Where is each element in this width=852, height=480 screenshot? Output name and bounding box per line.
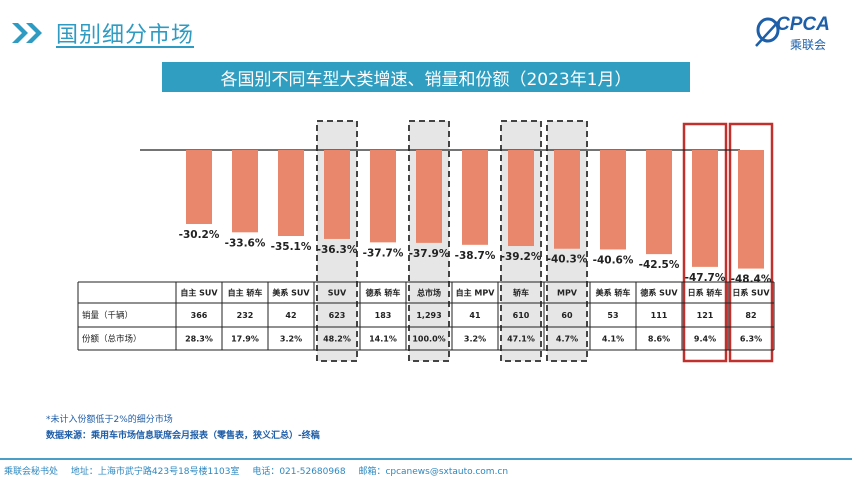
logo-text: CPCA [776,14,830,35]
sales-cell: 53 [607,311,618,320]
share-cell: 100.0% [412,335,445,344]
bar-chart: -30.2% -33.6% -35.1% -36.3% -37.7% -37.9% -38.… [77,120,775,363]
data-label: -40.3% [547,254,588,266]
bar [324,150,350,239]
tick-label: SUV [328,289,347,298]
data-label: -35.1% [271,241,312,253]
chevron-right-icon [12,23,42,43]
sales-cell: 1,293 [416,311,441,320]
share-cell: 14.1% [369,335,397,344]
footer-email: 邮箱：cpcanews@sxtauto.com.cn [358,467,509,477]
share-cell: 17.9% [231,335,259,344]
share-cell: 4.1% [602,335,624,344]
share-cell: 3.2% [280,335,302,344]
tick-label: 总市场 [417,288,441,298]
bar [370,150,396,243]
sales-cell: 42 [285,311,296,320]
bar [416,150,442,243]
tick-label: 美系 轿车 [596,288,631,298]
footer-phone: 电话：021-52680968 [252,467,346,477]
bar [554,150,580,249]
bar [692,150,718,267]
sales-cell: 623 [329,311,346,320]
share-cell: 4.7% [556,335,578,344]
bar [646,150,672,255]
bar [462,150,488,245]
footer: 乘联会秘书处 地址：上海市武宁路423号18号楼1103室 电话：021-526… [4,464,518,477]
footer-org: 乘联会秘书处 [4,467,59,477]
share-cell: 9.4% [694,335,716,344]
data-label: -48.4% [731,274,772,286]
tick-label: 自主 SUV [180,288,218,298]
data-label: -30.2% [179,229,220,241]
share-cell: 3.2% [464,335,486,344]
tick-label: 轿车 [513,288,529,298]
bar [508,150,534,247]
data-label: -37.9% [409,248,450,260]
bar [186,150,212,224]
data-label: -38.7% [455,250,496,262]
footer-divider [0,458,852,460]
cpca-logo: CPCA 乘联会 [754,14,842,54]
bar [232,150,258,233]
data-label: -42.5% [639,259,680,271]
data-label: -37.7% [363,247,404,259]
footnote-source: 数据来源：乘用车市场信息联席会月报表（零售表，狭义汇总）-终稿 [46,431,320,441]
tick-label: 日系 轿车 [688,288,723,298]
tick-label: MPV [557,289,578,298]
data-label: -40.6% [593,254,634,266]
share-cell: 28.3% [185,335,213,344]
page-title: 国别细分市场 [56,23,195,48]
data-label: -47.7% [685,272,726,284]
tick-label: 自主 MPV [456,288,496,298]
sales-cell: 82 [745,311,756,320]
data-label: -39.2% [501,251,542,263]
footnotes: *未计入份额低于2%的细分市场 数据来源：乘用车市场信息联席会月报表（零售表，狭… [46,412,320,444]
tick-label: 德系 轿车 [366,288,401,298]
bar [600,150,626,250]
sales-cell: 232 [237,311,254,320]
table-row-label: 份额（总市场） [82,334,142,345]
sales-cell: 366 [191,311,208,320]
data-label: -33.6% [225,237,266,249]
sales-cell: 610 [513,311,530,320]
sales-cell: 41 [469,311,481,320]
share-cell: 6.3% [740,335,762,344]
chart-banner-title: 各国别不同车型大类增速、销量和份额（2023年1月） [162,62,690,92]
table-row-label: 销量（千辆） [82,310,133,321]
footnote-share: *未计入份额低于2%的细分市场 [46,415,173,425]
share-cell: 8.6% [648,335,670,344]
header: 国别细分市场 CPCA 乘联会 [0,0,852,52]
tick-label: 美系 SUV [272,288,310,298]
logo-subtext: 乘联会 [790,38,827,52]
red-highlight-frame [728,122,774,363]
sales-cell: 111 [651,311,668,320]
bar [278,150,304,236]
tick-label: 自主 轿车 [228,288,263,298]
sales-cell: 60 [561,311,573,320]
sales-cell: 121 [697,311,714,320]
tick-label: 日系 SUV [732,288,770,298]
data-label: -36.3% [317,244,358,256]
sales-cell: 183 [375,311,392,320]
footer-address: 地址：上海市武宁路423号18号楼1103室 [70,467,240,477]
share-cell: 48.2% [323,335,351,344]
share-cell: 47.1% [507,335,535,344]
red-highlight-frame [682,122,728,363]
logo-icon [755,17,780,47]
bar [738,150,764,269]
tick-label: 德系 SUV [640,288,678,298]
